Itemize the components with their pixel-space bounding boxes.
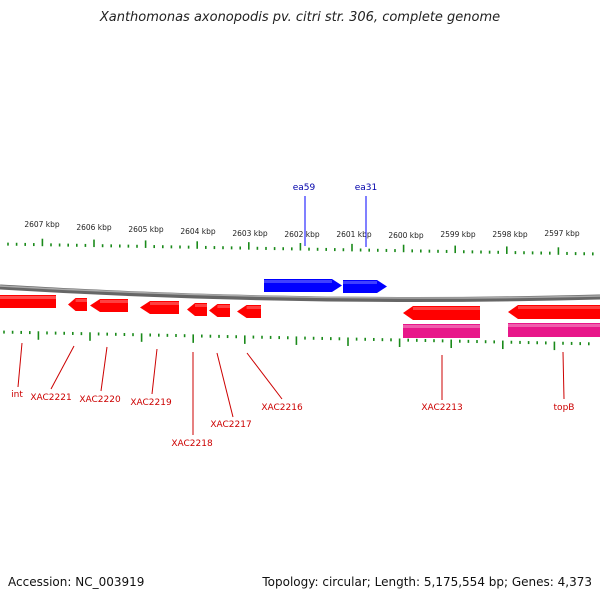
reverse-gene-feature[interactable]: [508, 305, 600, 319]
scale-label: 2606 kbp: [76, 223, 112, 232]
scale-label: 2604 kbp: [180, 227, 216, 236]
label-leader-line: [246, 352, 283, 400]
scale-label: 2600 kbp: [388, 231, 424, 240]
genome-title: Xanthomonas axonopodis pv. citri str. 30…: [99, 10, 501, 25]
gene-labels: ea59 ea31 int XAC2221 XAC2220 XAC2219 XAC2218 X…: [11, 183, 574, 449]
accession-text: Accession: NC_003919: [8, 575, 145, 589]
genome-backbone-highlight: [0, 285, 600, 299]
reverse-gene-feature[interactable]: [187, 303, 207, 316]
reverse-gene-label: int: [11, 390, 23, 400]
cds-feature[interactable]: [403, 324, 480, 338]
reverse-gene-feature[interactable]: [68, 298, 87, 311]
forward-gene-label: ea31: [355, 183, 378, 193]
label-leader-line: [50, 345, 75, 390]
scale-label: 2603 kbp: [232, 229, 268, 238]
scale-label: 2605 kbp: [128, 225, 164, 234]
reverse-gene-label: XAC2219: [130, 398, 172, 408]
scale-label: 2602 kbp: [284, 230, 320, 239]
reverse-gene-feature[interactable]: [140, 301, 179, 314]
reverse-gene-label: XAC2217: [210, 420, 251, 430]
scale-label: 2599 kbp: [440, 230, 476, 239]
scale-label: 2597 kbp: [544, 229, 580, 238]
label-leader-line: [151, 348, 158, 395]
reverse-gene-feature[interactable]: [209, 304, 230, 317]
reverse-gene-label: XAC2221: [30, 393, 71, 403]
reverse-gene-feature[interactable]: [0, 295, 56, 308]
top-tick-row: [7, 238, 594, 256]
label-leader-line: [100, 346, 108, 392]
scale-label: 2601 kbp: [336, 230, 372, 239]
reverse-gene-label: topB: [554, 403, 575, 413]
label-leader-line: [562, 351, 565, 400]
scale-labels: 2607 kbp 2606 kbp 2605 kbp 2604 kbp 2603 kbp…: [24, 220, 580, 240]
reverse-gene-feature[interactable]: [237, 305, 261, 318]
reverse-gene-label: XAC2213: [421, 403, 462, 413]
genome-backbone: [0, 284, 600, 302]
scale-label: 2607 kbp: [24, 220, 60, 229]
reverse-gene-label: XAC2218: [171, 439, 213, 449]
reverse-gene-feature[interactable]: [90, 299, 128, 312]
forward-gene-feature[interactable]: [264, 279, 342, 292]
label-leader-line: [17, 342, 23, 388]
cds-feature[interactable]: [508, 323, 600, 337]
forward-gene-label: ea59: [293, 183, 316, 193]
forward-gene-feature[interactable]: [343, 280, 387, 293]
reverse-gene-label: XAC2220: [79, 395, 121, 405]
topology-summary: Topology: circular; Length: 5,175,554 bp…: [262, 575, 592, 589]
gene-features: [0, 279, 600, 338]
bottom-tick-row: [3, 330, 590, 351]
scale-label: 2598 kbp: [492, 230, 528, 239]
reverse-gene-feature[interactable]: [403, 306, 480, 320]
label-leader-line: [216, 352, 234, 418]
reverse-gene-label: XAC2216: [261, 403, 303, 413]
